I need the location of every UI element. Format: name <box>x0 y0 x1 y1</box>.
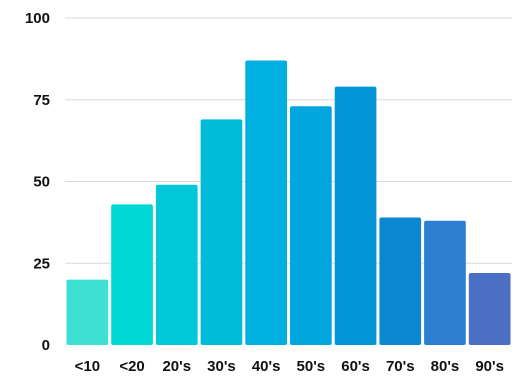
x-tick-label: 30's <box>207 358 236 375</box>
bar <box>290 106 332 345</box>
y-tick-label: 75 <box>33 92 50 109</box>
y-axis-ticks: 0 25 50 75 100 <box>25 10 50 354</box>
x-tick-label: 40's <box>252 358 281 375</box>
x-tick-label: 50's <box>297 358 326 375</box>
bar <box>468 273 511 345</box>
bar <box>379 217 422 345</box>
x-tick-label: 70's <box>386 358 415 375</box>
x-tick-label: <20 <box>119 358 144 375</box>
y-tick-label: 0 <box>42 337 50 354</box>
bar <box>200 119 243 346</box>
bar <box>155 184 198 345</box>
y-tick-label: 25 <box>33 255 50 272</box>
bar <box>245 60 287 345</box>
x-tick-label: 90's <box>475 358 504 375</box>
y-tick-label: 50 <box>33 174 50 191</box>
y-tick-label: 100 <box>25 10 50 27</box>
bar <box>334 86 377 346</box>
bar <box>111 204 153 345</box>
x-tick-label: <10 <box>75 358 100 375</box>
x-tick-label: 20's <box>162 358 191 375</box>
x-tick-label: 80's <box>431 358 460 375</box>
x-axis-ticks: <10 <20 20's 30's 40's 50's 60's 70's 80's 90's <box>75 358 504 375</box>
bars <box>66 60 511 346</box>
bar <box>424 220 466 345</box>
bar <box>66 279 109 345</box>
x-tick-label: 60's <box>341 358 370 375</box>
